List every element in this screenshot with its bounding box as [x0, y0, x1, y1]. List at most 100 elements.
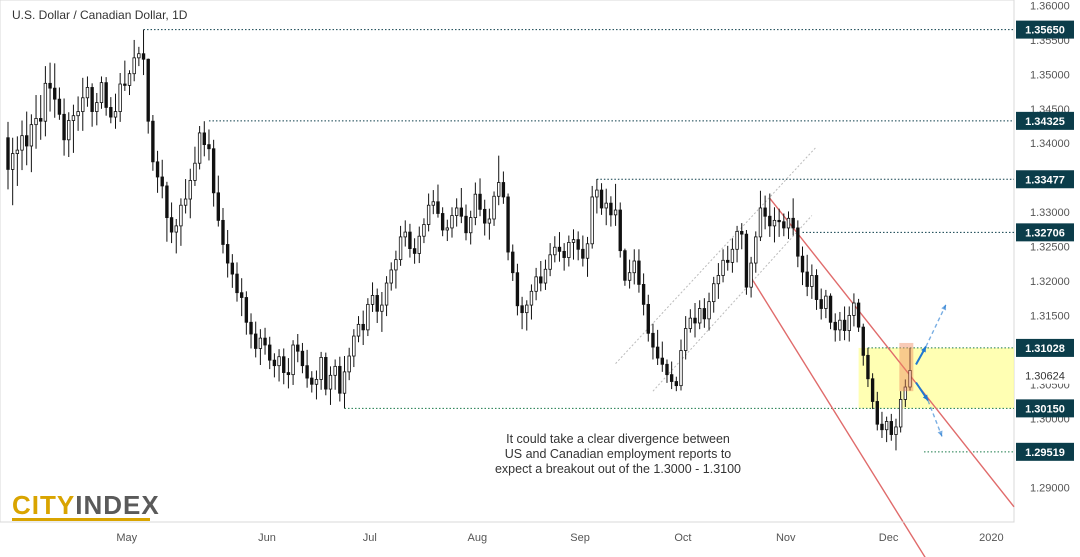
candle	[627, 272, 632, 281]
candle	[875, 401, 879, 425]
candle	[679, 350, 683, 387]
candle	[211, 148, 216, 194]
candle	[268, 344, 272, 361]
candle	[450, 215, 454, 229]
candle	[838, 319, 842, 331]
x-tick-label: 2020	[979, 532, 1003, 544]
candle	[81, 97, 85, 112]
candle	[520, 305, 524, 314]
candle	[571, 239, 576, 243]
candle	[202, 132, 206, 146]
candle	[169, 217, 174, 233]
candle	[235, 273, 239, 294]
logo-part-1: CITY	[12, 490, 76, 520]
candle	[464, 215, 468, 234]
candle	[674, 381, 679, 387]
candle	[454, 207, 459, 216]
asc-channel-lower	[652, 215, 813, 392]
candle	[426, 204, 431, 225]
candle	[380, 304, 384, 312]
candle	[25, 135, 29, 147]
candle	[473, 193, 478, 219]
y-tick-label: 1.33000	[1030, 207, 1070, 219]
candle	[894, 426, 898, 435]
candle	[48, 82, 52, 89]
candle	[375, 295, 379, 312]
candle	[768, 215, 772, 227]
candle	[384, 282, 389, 306]
candle	[707, 301, 711, 320]
candle	[183, 198, 188, 206]
candle	[10, 153, 15, 170]
candle	[721, 259, 725, 276]
candle	[258, 337, 263, 349]
y-tick-label: 1.36000	[1030, 1, 1070, 13]
candle	[417, 235, 421, 254]
candle	[543, 268, 548, 284]
candle	[104, 82, 108, 108]
candle	[497, 182, 501, 197]
candle	[76, 111, 80, 117]
x-tick-label: May	[116, 532, 137, 544]
candle	[525, 304, 529, 314]
candle	[221, 219, 225, 245]
candle	[880, 423, 884, 431]
candle	[539, 276, 543, 284]
candle	[109, 107, 113, 118]
candle	[352, 335, 356, 357]
plot-area	[0, 0, 1015, 523]
candle	[623, 250, 627, 281]
price-tag-label: 1.35650	[1025, 25, 1065, 37]
candle	[151, 120, 155, 163]
candle	[698, 308, 702, 324]
candle	[95, 102, 99, 112]
logo-part-2: INDEX	[75, 490, 160, 520]
arrow-up-projection	[925, 304, 947, 347]
candle	[459, 207, 464, 217]
x-tick-label: Oct	[674, 532, 691, 544]
candle	[613, 209, 618, 216]
annotation-line: expect a breakout out of the 1.3000 - 1.…	[494, 462, 741, 476]
y-tick-label: 1.31500	[1030, 310, 1070, 322]
candle	[660, 357, 664, 365]
candle	[193, 162, 197, 181]
candle	[665, 363, 669, 376]
candle	[394, 259, 398, 271]
candle	[239, 292, 244, 298]
annotation-line: US and Canadian employment reports to	[504, 447, 732, 461]
candle	[529, 290, 534, 306]
candle	[53, 87, 57, 100]
candle	[34, 118, 38, 126]
candle	[478, 193, 482, 210]
candle	[99, 82, 104, 104]
candle	[370, 295, 375, 305]
chart-annotation: It could take a clear divergence between…	[468, 432, 768, 477]
candle	[127, 73, 132, 86]
candle	[632, 260, 636, 274]
candle	[758, 207, 763, 238]
candle	[908, 370, 912, 388]
candle	[567, 242, 571, 258]
price-tag	[1016, 338, 1074, 357]
candle	[6, 137, 10, 170]
candle	[651, 332, 655, 348]
candle	[889, 421, 893, 435]
candle	[796, 227, 800, 257]
current-price-label: 1.30624	[1025, 371, 1065, 383]
candle	[314, 379, 319, 385]
candle	[366, 303, 370, 331]
candle	[866, 354, 870, 380]
candle	[389, 269, 393, 284]
candle	[179, 204, 183, 227]
arrow-down-head	[922, 394, 928, 401]
candle	[786, 217, 791, 229]
price-tag	[1016, 223, 1074, 242]
candle	[805, 271, 809, 287]
x-tick-label: Jun	[258, 532, 276, 544]
candle	[137, 53, 141, 59]
price-tag-label: 1.31028	[1025, 343, 1065, 355]
candle	[861, 326, 865, 356]
candle	[85, 87, 90, 99]
candle	[361, 323, 365, 331]
candle	[810, 275, 814, 287]
